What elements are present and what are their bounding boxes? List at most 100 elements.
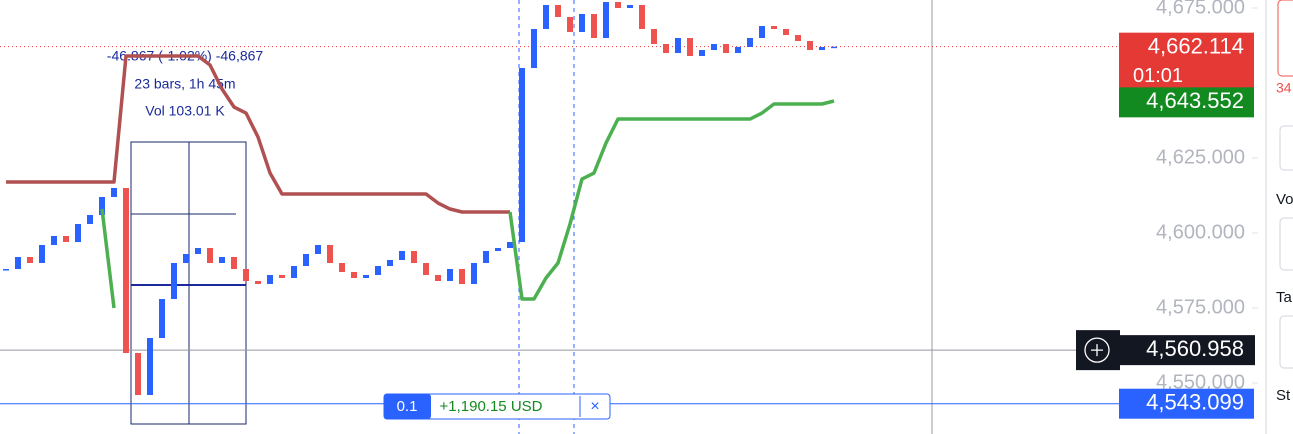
candle <box>51 236 57 246</box>
candle <box>459 269 465 285</box>
candle <box>435 275 441 282</box>
candle <box>735 47 741 54</box>
candle <box>315 245 321 255</box>
indicator-line <box>6 54 510 214</box>
price-label-box <box>1119 32 1254 96</box>
candle <box>207 248 213 264</box>
candle <box>303 254 309 267</box>
candle <box>375 266 381 276</box>
y-tick-label: 4,550.000 <box>1156 371 1245 393</box>
plus-icon <box>1091 344 1103 357</box>
candle <box>411 251 417 264</box>
price-label-box <box>1119 388 1254 419</box>
candle <box>579 14 585 33</box>
candle <box>423 263 429 276</box>
candle <box>279 275 285 279</box>
candle <box>591 14 597 39</box>
sidebar-text: 34 <box>1276 80 1292 96</box>
candle <box>483 251 489 264</box>
candle <box>531 29 537 69</box>
candle <box>567 17 573 33</box>
candle <box>711 44 717 51</box>
position-qty-box <box>384 394 431 419</box>
price-label: 4,543.099 <box>1146 390 1244 415</box>
candle <box>795 35 801 42</box>
candle <box>3 269 9 271</box>
candle <box>747 38 753 48</box>
sidebar-text: Ta <box>1276 289 1293 306</box>
price-label-box <box>1119 87 1254 118</box>
candle <box>471 263 477 285</box>
candle <box>771 26 777 30</box>
sidebar-text: St <box>1276 387 1291 404</box>
candle <box>15 257 21 270</box>
y-tick-label: 4,675.000 <box>1156 0 1245 18</box>
price-label-sub: 01:01 <box>1133 65 1183 87</box>
candle <box>147 338 153 396</box>
candle <box>555 5 561 18</box>
candle <box>723 44 729 54</box>
candle <box>651 29 657 45</box>
candle <box>363 275 369 279</box>
position-close[interactable]: × <box>590 398 599 415</box>
candle <box>27 257 33 264</box>
candle <box>267 275 273 285</box>
plus-icon <box>1084 337 1110 363</box>
y-tick-label: 4,575.000 <box>1156 296 1245 318</box>
candle <box>699 50 705 57</box>
measure-text: 23 bars, 1h 45m <box>134 76 235 92</box>
candle <box>99 197 105 216</box>
candle <box>507 242 513 249</box>
candle <box>399 251 405 261</box>
sidebar-box[interactable] <box>1279 217 1293 271</box>
candle <box>519 68 525 243</box>
candle <box>39 245 45 264</box>
candle <box>663 44 669 54</box>
candle <box>387 260 393 267</box>
candle <box>783 29 789 36</box>
price-label-box <box>1120 335 1255 366</box>
sidebar-box[interactable] <box>1279 125 1293 171</box>
candle <box>831 46 837 49</box>
y-tick-label: 4,600.000 <box>1156 221 1245 243</box>
candle <box>135 353 141 396</box>
y-tick-label: 4,625.000 <box>1156 146 1245 168</box>
candle <box>759 26 765 39</box>
candle <box>111 188 117 198</box>
position-qty: 0.1 <box>397 398 418 415</box>
sidebar-text: Vo <box>1276 191 1293 208</box>
measure-box <box>130 141 247 425</box>
candle <box>819 47 825 51</box>
candle <box>63 236 69 243</box>
candle <box>171 263 177 300</box>
sidebar-box[interactable] <box>1279 315 1293 369</box>
candle <box>627 5 633 9</box>
candle <box>255 281 261 285</box>
indicator-line <box>100 99 835 309</box>
price-label: 4,560.958 <box>1146 336 1244 361</box>
candle <box>243 269 249 282</box>
candle <box>615 2 621 9</box>
candle <box>339 263 345 273</box>
sidebar-box[interactable] <box>1277 0 1293 77</box>
candle <box>675 38 681 54</box>
candle <box>639 5 645 30</box>
price-label: 4,643.552 <box>1146 88 1244 113</box>
measure-text: Vol 103.01 K <box>145 103 225 119</box>
candle <box>195 248 201 255</box>
position-pnl: +1,190.15 USD <box>440 398 543 415</box>
candle <box>291 266 297 279</box>
price-label: 4,662.114 <box>1148 33 1244 58</box>
candle <box>603 2 609 39</box>
candle <box>351 272 357 279</box>
candle <box>447 269 453 282</box>
candle <box>75 224 81 243</box>
candle <box>687 38 693 57</box>
position-tag[interactable]: 0.1 +1,190.15 USD × <box>383 393 611 420</box>
candle <box>807 41 813 51</box>
candle <box>495 248 501 252</box>
candle <box>219 257 225 264</box>
candle <box>123 188 129 354</box>
candle <box>183 254 189 264</box>
